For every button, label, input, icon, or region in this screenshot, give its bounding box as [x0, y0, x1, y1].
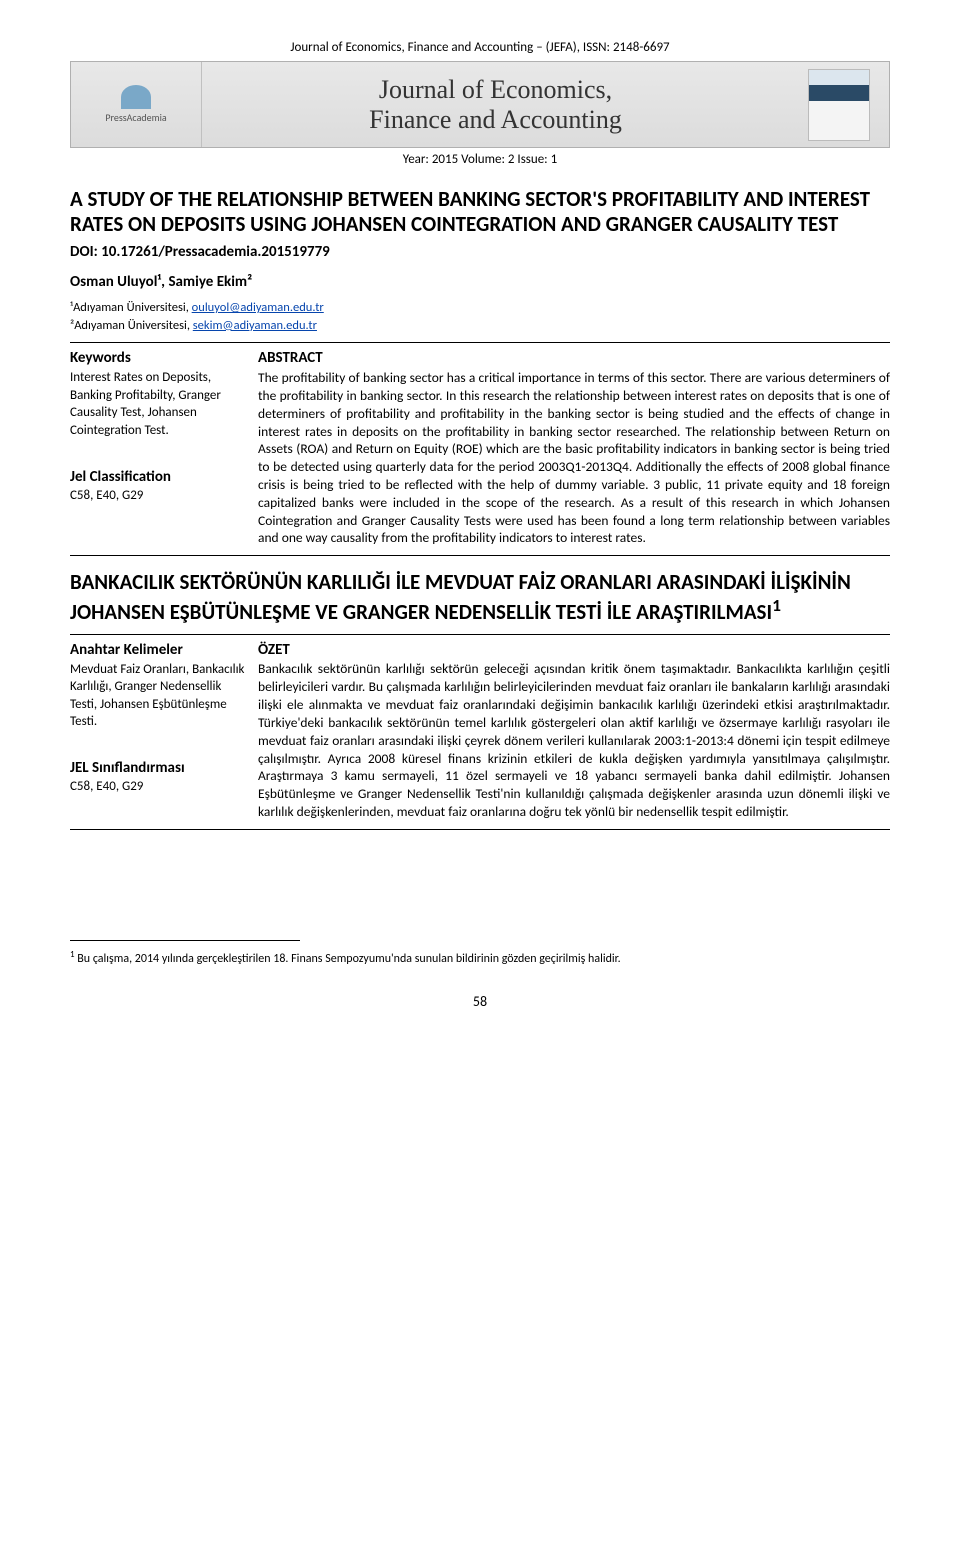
issue-line: Year: 2015 Volume: 2 Issue: 1	[70, 152, 890, 167]
footnote-separator	[70, 940, 300, 941]
jel-heading-tr: JEL Sınıflandırması	[70, 759, 248, 777]
keywords-col-tr: Anahtar Kelimeler Mevduat Faiz Oranları,…	[70, 641, 258, 821]
journal-title: Journal of Economics,Finance and Account…	[202, 62, 789, 147]
affil2-text: ²Adıyaman Üniversitesi,	[70, 318, 193, 333]
article-title-tr: BANKACILIK SEKTÖRÜNÜN KARLILIĞI İLE MEVD…	[70, 570, 890, 625]
running-header: Journal of Economics, Finance and Accoun…	[70, 40, 890, 55]
divider	[70, 829, 890, 830]
keywords-body-tr: Mevduat Faiz Oranları, Bankacılık Karlıl…	[70, 661, 248, 731]
jel-body-en: C58, E40, G29	[70, 488, 248, 503]
authors: Osman Uluyol¹, Samiye Ekim²	[70, 273, 890, 291]
cover-thumbnail-block	[789, 62, 889, 147]
keywords-body-en: Interest Rates on Deposits, Banking Prof…	[70, 369, 248, 439]
journal-banner: PressAcademia Journal of Economics,Finan…	[70, 61, 890, 148]
abstract-col-tr: ÖZET Bankacılık sektörünün karlılığı sek…	[258, 641, 890, 821]
divider	[70, 342, 890, 343]
abstract-block-tr: Anahtar Kelimeler Mevduat Faiz Oranları,…	[70, 641, 890, 821]
abstract-heading-en: ABSTRACT	[258, 349, 323, 367]
affil1-email-link[interactable]: ouluyol@adiyaman.edu.tr	[192, 300, 324, 315]
publisher-logo-icon	[121, 85, 151, 109]
keywords-col-en: Keywords Interest Rates on Deposits, Ban…	[70, 349, 258, 547]
title-tr-footnote-mark: 1	[772, 594, 781, 616]
doi: DOI: 10.17261/Pressacademia.201519779	[70, 243, 890, 261]
footnote-text: Bu çalışma, 2014 yılında gerçekleştirile…	[75, 952, 621, 966]
abstract-col-en: ABSTRACT The profitability of banking se…	[258, 349, 890, 547]
affiliation-1: ¹Adıyaman Üniversitesi, ouluyol@adiyaman…	[70, 299, 890, 317]
page-container: Journal of Economics, Finance and Accoun…	[0, 0, 960, 1040]
divider	[70, 634, 890, 635]
affil1-text: ¹Adıyaman Üniversitesi,	[70, 300, 192, 315]
jel-body-tr: C58, E40, G29	[70, 779, 248, 794]
affil2-email-link[interactable]: sekim@adiyaman.edu.tr	[193, 318, 317, 333]
abstract-heading-tr: ÖZET	[258, 641, 290, 659]
title-tr-text: BANKACILIK SEKTÖRÜNÜN KARLILIĞI İLE MEVD…	[70, 569, 851, 625]
article-title-en: A STUDY OF THE RELATIONSHIP BETWEEN BANK…	[70, 187, 890, 237]
page-number: 58	[70, 993, 890, 1010]
abstract-body-en: The profitability of banking sector has …	[258, 369, 890, 546]
cover-thumbnail-icon	[808, 69, 870, 141]
keywords-heading-en: Keywords	[70, 349, 248, 367]
jel-heading-en: Jel Classification	[70, 468, 248, 486]
affiliation-2: ²Adıyaman Üniversitesi, sekim@adiyaman.e…	[70, 317, 890, 335]
abstract-block-en: Keywords Interest Rates on Deposits, Ban…	[70, 349, 890, 547]
publisher-logo-block: PressAcademia	[71, 62, 202, 147]
publisher-name: PressAcademia	[105, 111, 166, 124]
footnote: 1 Bu çalışma, 2014 yılında gerçekleştiri…	[70, 949, 890, 967]
abstract-body-tr: Bankacılık sektörünün karlılığı sektörün…	[258, 660, 890, 820]
divider	[70, 555, 890, 556]
keywords-heading-tr: Anahtar Kelimeler	[70, 641, 248, 659]
